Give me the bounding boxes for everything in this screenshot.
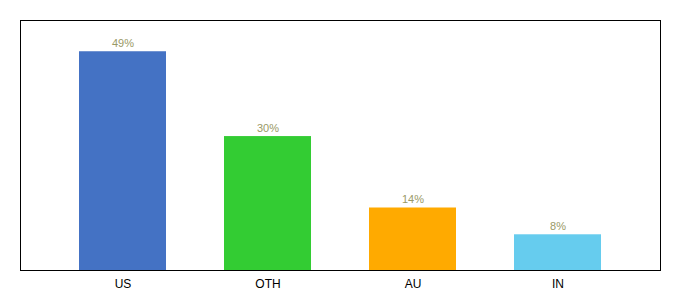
svg-text:AU: AU <box>405 277 422 291</box>
svg-text:30%: 30% <box>257 122 279 134</box>
svg-text:14%: 14% <box>402 193 424 205</box>
svg-text:US: US <box>115 277 132 291</box>
svg-text:IN: IN <box>552 277 564 291</box>
svg-text:8%: 8% <box>550 220 566 232</box>
svg-text:49%: 49% <box>112 37 134 49</box>
svg-text:OTH: OTH <box>255 277 280 291</box>
